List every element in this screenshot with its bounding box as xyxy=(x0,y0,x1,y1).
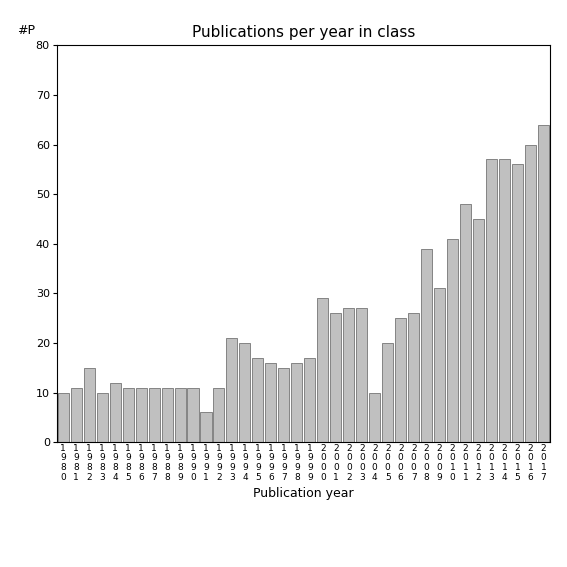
Bar xyxy=(486,159,497,442)
Bar xyxy=(226,338,238,442)
Bar xyxy=(512,164,523,442)
Bar xyxy=(331,313,341,442)
Bar xyxy=(71,388,82,442)
Bar xyxy=(318,298,328,442)
Bar xyxy=(96,393,108,442)
Bar xyxy=(252,358,264,442)
Bar xyxy=(201,413,211,442)
Bar xyxy=(473,219,484,442)
Bar xyxy=(239,343,251,442)
Bar xyxy=(434,289,445,442)
Bar xyxy=(395,318,406,442)
Bar xyxy=(499,159,510,442)
Bar xyxy=(356,308,367,442)
Bar xyxy=(122,388,134,442)
Bar xyxy=(447,239,458,442)
Bar xyxy=(265,363,276,442)
Bar xyxy=(343,308,354,442)
Bar xyxy=(291,363,302,442)
Bar xyxy=(538,125,549,442)
Bar xyxy=(369,393,380,442)
Title: Publications per year in class: Publications per year in class xyxy=(192,25,415,40)
Bar xyxy=(162,388,172,442)
X-axis label: Publication year: Publication year xyxy=(253,487,354,500)
Bar xyxy=(84,368,95,442)
Bar xyxy=(109,383,121,442)
Bar xyxy=(58,393,69,442)
Bar xyxy=(525,145,536,442)
Bar xyxy=(175,388,185,442)
Bar xyxy=(136,388,147,442)
Bar xyxy=(408,313,419,442)
Text: #P: #P xyxy=(17,24,35,37)
Bar xyxy=(460,204,471,442)
Bar xyxy=(213,388,225,442)
Bar xyxy=(304,358,315,442)
Bar xyxy=(149,388,159,442)
Bar xyxy=(382,343,393,442)
Bar xyxy=(278,368,289,442)
Bar xyxy=(421,249,432,442)
Bar xyxy=(188,388,198,442)
